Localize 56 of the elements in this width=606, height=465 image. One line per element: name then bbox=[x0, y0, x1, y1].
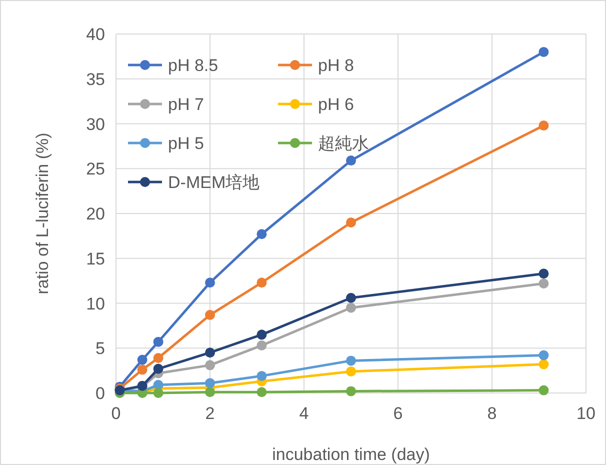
point bbox=[153, 336, 164, 347]
point bbox=[346, 386, 356, 396]
y-tick-label: 20 bbox=[86, 204, 105, 224]
y-tick-label: 25 bbox=[86, 160, 105, 179]
point bbox=[346, 366, 356, 376]
point bbox=[205, 348, 215, 358]
point bbox=[346, 356, 356, 366]
point bbox=[346, 302, 356, 313]
x-tick-label: 2 bbox=[205, 404, 215, 423]
legend-label: 超純水 bbox=[318, 134, 369, 153]
point bbox=[256, 340, 267, 350]
y-tick-label: 0 bbox=[96, 384, 105, 403]
x-tick-label: 8 bbox=[487, 404, 497, 423]
x-tick-label: 0 bbox=[111, 404, 121, 423]
point bbox=[256, 370, 267, 381]
point bbox=[205, 387, 215, 398]
y-tick-label: 15 bbox=[86, 249, 105, 268]
legend-label: D-MEM培地 bbox=[168, 173, 260, 192]
y-tick-label: 5 bbox=[96, 339, 105, 358]
x-tick-label: 6 bbox=[393, 404, 403, 423]
point bbox=[205, 310, 215, 320]
point bbox=[538, 120, 549, 131]
point bbox=[205, 278, 215, 288]
point bbox=[538, 350, 549, 360]
point bbox=[538, 359, 549, 370]
point bbox=[538, 268, 549, 279]
point bbox=[137, 354, 148, 365]
y-axis-title: ratio of L-luciferin (%) bbox=[33, 132, 52, 294]
x-tick-label: 4 bbox=[299, 404, 309, 423]
y-tick-label: 10 bbox=[86, 294, 105, 314]
point bbox=[137, 364, 148, 375]
point bbox=[153, 364, 164, 374]
point bbox=[153, 388, 164, 398]
point bbox=[346, 217, 356, 228]
legend-label: pH 8.5 bbox=[168, 56, 218, 75]
point bbox=[346, 156, 356, 166]
point bbox=[256, 278, 267, 288]
point bbox=[153, 352, 164, 363]
point bbox=[256, 387, 267, 398]
legend-label: pH 7 bbox=[168, 95, 204, 114]
point bbox=[538, 46, 549, 57]
legend-label: pH 6 bbox=[318, 95, 354, 114]
point bbox=[538, 278, 549, 289]
point bbox=[256, 229, 267, 240]
y-tick-label: 30 bbox=[86, 114, 105, 134]
x-tick-label: 10 bbox=[576, 404, 596, 423]
x-axis-title: incubation time (day) bbox=[272, 445, 430, 464]
point bbox=[205, 378, 215, 388]
point bbox=[205, 360, 215, 370]
legend-label: pH 5 bbox=[168, 134, 204, 153]
point bbox=[256, 330, 267, 340]
y-tick-label: 35 bbox=[86, 70, 105, 89]
point bbox=[346, 292, 356, 303]
y-tick-label: 40 bbox=[86, 25, 105, 44]
point bbox=[538, 385, 549, 396]
legend-label: pH 8 bbox=[318, 56, 354, 75]
